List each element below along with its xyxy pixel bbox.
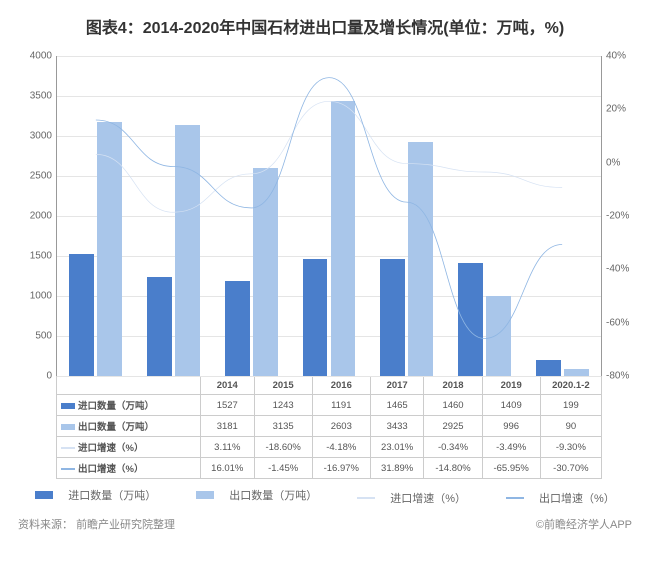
- cell: 90: [540, 416, 601, 437]
- footer: 资料来源： 前瞻产业研究院整理 ©前瞻经济学人APP: [0, 510, 650, 532]
- y-left-tick: 0: [17, 371, 57, 382]
- col-header: 2018: [424, 377, 482, 395]
- y-left-tick: 3500: [17, 91, 57, 102]
- cell: 23.01%: [370, 437, 424, 458]
- cell: 1409: [482, 395, 540, 416]
- cell: 996: [482, 416, 540, 437]
- cell: -9.30%: [540, 437, 601, 458]
- cell: 3.11%: [200, 437, 254, 458]
- col-header: 2014: [200, 377, 254, 395]
- data-table: 2014201520162017201820192020.1-2 进口数量（万吨…: [56, 376, 602, 479]
- legend-swatch-icon: [35, 491, 53, 499]
- legend-swatch-icon: [506, 497, 524, 499]
- legend-swatch-icon: [196, 491, 214, 499]
- legend-item: 进口数量（万吨）: [25, 487, 166, 503]
- col-header: 2015: [254, 377, 312, 395]
- col-header: 2017: [370, 377, 424, 395]
- y-left-tick: 1500: [17, 251, 57, 262]
- swatch-icon: [61, 468, 75, 470]
- legend-swatch-icon: [357, 497, 375, 499]
- table-row: 出口数量（万吨） 3181313526033433292599690: [57, 416, 602, 437]
- source-value: 前瞻产业研究院整理: [76, 519, 175, 531]
- y-left-tick: 500: [17, 331, 57, 342]
- chart-title: 图表4：2014-2020年中国石材进出口量及增长情况(单位：万吨，%): [0, 0, 650, 46]
- cell: 199: [540, 395, 601, 416]
- line-export_rate: [96, 78, 562, 339]
- swatch-icon: [61, 403, 75, 409]
- table-row: 进口数量（万吨） 152712431191146514601409199: [57, 395, 602, 416]
- legend-label: 进口数量（万吨）: [68, 487, 156, 503]
- cell: 1527: [200, 395, 254, 416]
- watermark: ©前瞻经济学人APP: [536, 516, 632, 532]
- swatch-icon: [61, 424, 75, 430]
- y-left-tick: 2500: [17, 171, 57, 182]
- y-left-tick: 2000: [17, 211, 57, 222]
- cell: 1243: [254, 395, 312, 416]
- lines-layer: [57, 56, 601, 376]
- cell: 2603: [312, 416, 370, 437]
- y-right-tick: -40%: [601, 264, 641, 275]
- cell: 3433: [370, 416, 424, 437]
- legend-item: 出口增速（%）: [496, 490, 625, 506]
- cell: 3181: [200, 416, 254, 437]
- cell: -4.18%: [312, 437, 370, 458]
- legend-label: 出口增速（%）: [539, 490, 615, 506]
- cell: -3.49%: [482, 437, 540, 458]
- row-label: 出口增速（%）: [78, 464, 143, 475]
- y-left-tick: 4000: [17, 51, 57, 62]
- cell: -65.95%: [482, 458, 540, 479]
- cell: -30.70%: [540, 458, 601, 479]
- cell: -1.45%: [254, 458, 312, 479]
- cell: -18.60%: [254, 437, 312, 458]
- y-left-tick: 1000: [17, 291, 57, 302]
- legend-item: 进口增速（%）: [347, 490, 476, 506]
- row-label: 出口数量（万吨）: [78, 422, 154, 433]
- row-label: 进口增速（%）: [78, 443, 143, 454]
- legend: 进口数量（万吨） 出口数量（万吨） 进口增速（%） 出口增速（%）: [0, 479, 650, 510]
- line-import_rate: [96, 101, 562, 212]
- col-header: 2019: [482, 377, 540, 395]
- legend-item: 出口数量（万吨）: [186, 487, 327, 503]
- table-row: 出口增速（%）16.01%-1.45%-16.97%31.89%-14.80%-…: [57, 458, 602, 479]
- legend-label: 进口增速（%）: [390, 490, 466, 506]
- cell: -14.80%: [424, 458, 482, 479]
- y-left-tick: 3000: [17, 131, 57, 142]
- y-right-tick: -60%: [601, 317, 641, 328]
- y-right-tick: -20%: [601, 211, 641, 222]
- cell: -16.97%: [312, 458, 370, 479]
- cell: 2925: [424, 416, 482, 437]
- y-right-tick: -80%: [601, 371, 641, 382]
- y-right-tick: 20%: [601, 104, 641, 115]
- cell: 3135: [254, 416, 312, 437]
- row-label: 进口数量（万吨）: [78, 401, 154, 412]
- col-header: 2016: [312, 377, 370, 395]
- y-right-tick: 0%: [601, 157, 641, 168]
- table-row: 进口增速（%） 3.11%-18.60%-4.18%23.01%-0.34%-3.…: [57, 437, 602, 458]
- cell: 1460: [424, 395, 482, 416]
- chart-plot-area: 05001000150020002500300035004000-80%-60%…: [56, 56, 602, 376]
- source-label: 资料来源：: [18, 519, 73, 531]
- cell: 1465: [370, 395, 424, 416]
- cell: 1191: [312, 395, 370, 416]
- y-right-tick: 40%: [601, 51, 641, 62]
- legend-label: 出口数量（万吨）: [229, 487, 317, 503]
- col-header: 2020.1-2: [540, 377, 601, 395]
- cell: 16.01%: [200, 458, 254, 479]
- cell: 31.89%: [370, 458, 424, 479]
- cell: -0.34%: [424, 437, 482, 458]
- swatch-icon: [61, 447, 75, 449]
